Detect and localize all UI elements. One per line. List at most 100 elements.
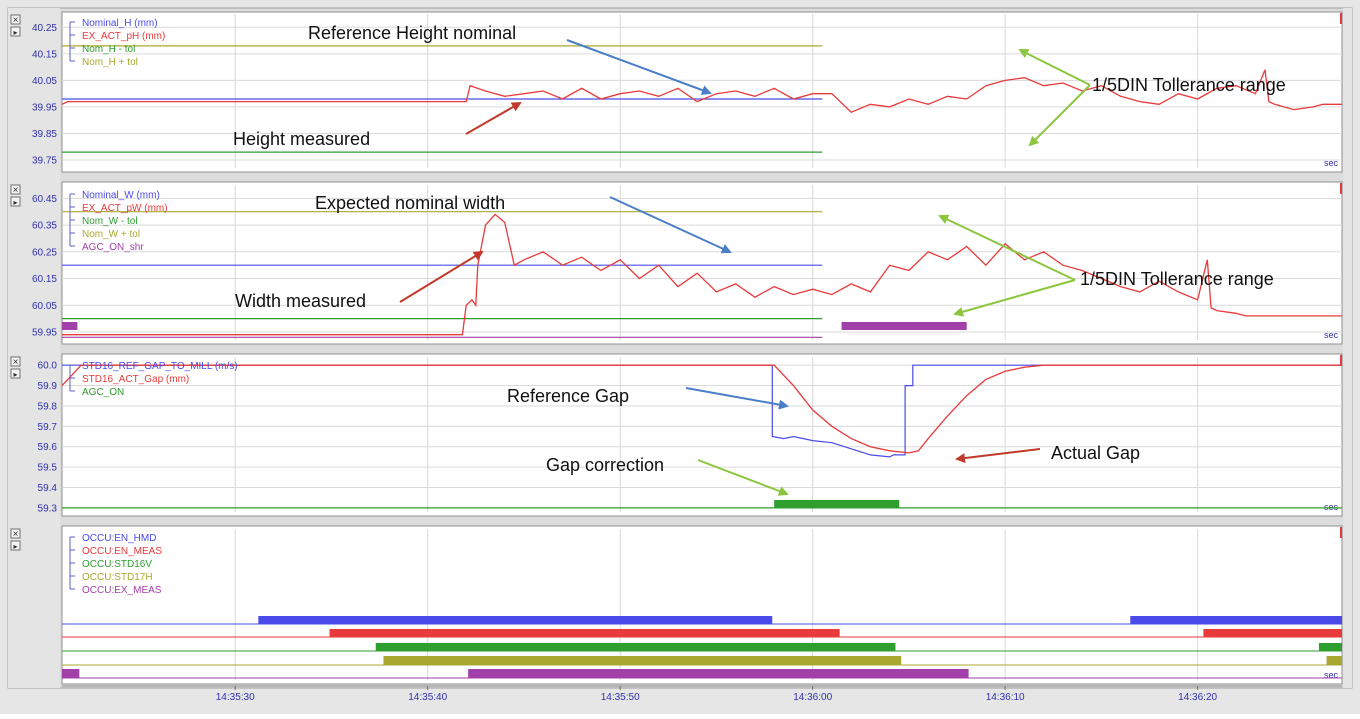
panel-pin-button[interactable] [10,26,21,37]
y-tick-label: 39.95 [32,102,57,113]
occupancy-bar-OCCU:EX_MEAS [62,669,80,678]
annotation-label: Width measured [235,291,366,311]
y-tick-label: 59.9 [38,381,58,392]
panel-close-button[interactable] [10,14,21,25]
y-tick-label: 40.25 [32,23,57,34]
panel-pin-button[interactable] [10,368,21,379]
y-tick-label: 59.4 [38,483,58,494]
close-icon: × [13,529,19,540]
y-tick-label: 39.75 [32,156,57,167]
y-tick-label: 59.6 [38,442,58,453]
x-tick-label: 14:36:00 [793,692,832,703]
x-tick-label: 14:36:20 [1178,692,1217,703]
annotation-label: 1/5DIN Tollerance range [1080,269,1274,289]
y-tick-label: 60.0 [38,361,58,372]
annotation-arrow [953,279,1076,317]
legend-entry: STD16_REF_GAP_TO_MILL (m/s) [82,361,238,372]
pin-icon: ▸ [13,370,17,379]
y-tick-label: 60.35 [32,221,57,232]
occupancy-bar-OCCU:STD17H [383,656,902,665]
panel-2-plot-area [61,353,1343,517]
legend-entry: Nom_W - tol [82,216,138,227]
panel-close-button[interactable] [10,528,21,539]
y-tick-label: 60.05 [32,301,57,312]
series-line-STD16_ACT_Gap (mm) [61,364,1342,454]
legend-entry: EX_ACT_pW (mm) [82,203,168,214]
panel-pin-button[interactable] [10,196,21,207]
annotation-arrow [1018,49,1091,86]
annotation-arrow [566,39,712,95]
legend-entry: Nom_H - tol [82,44,135,55]
y-tick-label: 60.15 [32,274,57,285]
annotation-arrow [685,387,789,410]
y-tick-label: 59.8 [38,401,58,412]
annotation-label: Height measured [233,129,370,149]
left-gutter [8,8,60,688]
panel-close-button[interactable] [10,356,21,367]
unit-label: sec [1324,330,1339,340]
legend-entry: AGC_ON [82,387,124,398]
close-icon: × [13,357,19,368]
panel-close-button[interactable] [10,184,21,195]
y-tick-label: 40.05 [32,76,57,87]
annotation-label: Reference Gap [507,386,629,406]
annotation-arrow [465,102,522,135]
x-tick-label: 14:35:50 [601,692,640,703]
annotation-label: Gap correction [546,455,664,475]
series-line-EX_ACT_pW (mm) [62,213,1342,336]
y-tick-label: 59.95 [32,327,57,338]
unit-label: sec [1324,158,1339,168]
occupancy-bar-OCCU:EN_MEAS [1203,629,1342,637]
y-tick-label: 39.85 [32,129,57,140]
occupancy-bar-OCCU:EN_MEAS [329,629,840,637]
pin-icon: ▸ [13,28,17,37]
annotation-arrow [938,214,1076,281]
unit-label: sec [1324,502,1339,512]
bar-AGC_ON_shr [841,322,967,330]
legend-entry: Nominal_W (mm) [82,190,160,201]
close-icon: × [13,15,19,26]
annotation-label: Reference Height nominal [308,23,516,43]
legend-entry: OCCU:EX_MEAS [82,585,162,596]
occupancy-bar-OCCU:EN_HMD [1130,616,1342,624]
occupancy-bar-OCCU:EN_HMD [258,616,773,624]
legend-entry: Nom_H + tol [82,57,138,68]
y-tick-label: 59.7 [38,422,58,433]
close-icon: × [13,185,19,196]
occupancy-bar-OCCU:STD16V [1318,643,1342,651]
y-tick-label: 40.15 [32,49,57,60]
bar-AGC_ON [774,500,900,508]
y-tick-label: 59.3 [38,503,58,514]
occupancy-bar-OCCU:STD17H [1326,656,1342,665]
pin-icon: ▸ [13,198,17,207]
right-gutter [1343,8,1352,688]
occupancy-bar-OCCU:EX_MEAS [468,669,969,678]
legend-entry: OCCU:EN_HMD [82,533,156,544]
occupancy-bar-OCCU:STD16V [375,643,896,651]
pin-icon: ▸ [13,542,17,551]
x-tick-label: 14:35:40 [408,692,447,703]
legend-entry: EX_ACT_pH (mm) [82,31,165,42]
x-tick-label: 14:35:30 [216,692,255,703]
legend-entry: OCCU:STD16V [82,559,152,570]
annotation-arrow [399,250,484,303]
legend-entry: OCCU:EN_MEAS [82,546,162,557]
annotation-arrow [609,196,732,254]
annotation-arrow [955,448,1041,464]
panel-pin-button[interactable] [10,540,21,551]
legend-entry: Nom_W + tol [82,229,140,240]
x-tick-label: 14:36:10 [986,692,1025,703]
annotation-label: Actual Gap [1051,443,1140,463]
legend-entry: Nominal_H (mm) [82,18,158,29]
annotation-label: 1/5DIN Tollerance range [1092,75,1286,95]
annotation-arrow [697,459,789,496]
y-tick-label: 60.45 [32,194,57,205]
series-line-EX_ACT_pH (mm) [61,69,1342,113]
annotation-arrow [1028,84,1091,147]
annotation-label: Expected nominal width [315,193,505,213]
panel-1-plot-area [61,181,1343,345]
legend-entry: STD16_ACT_Gap (mm) [82,374,189,385]
legend-entry: OCCU:STD17H [82,572,153,583]
